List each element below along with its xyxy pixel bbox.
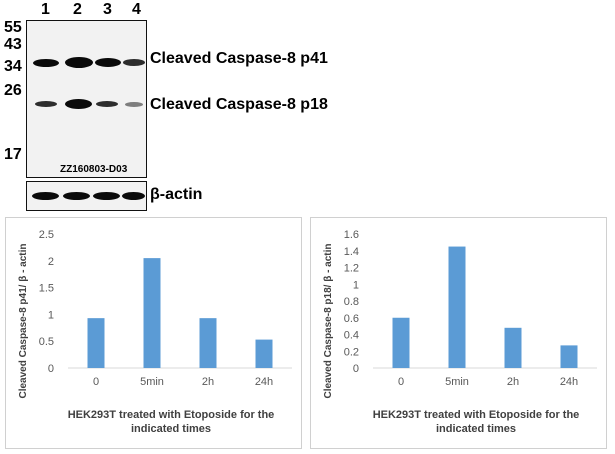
y-tick-label: 1.2 [344,263,359,275]
bar-24h [255,339,273,368]
bar-chart-p18: 0 0.2 0.4 0.6 0.8 1 1.2 1.4 1.6 0 5min 2h 24h Cleaved… [323,229,597,435]
x-axis-label: HEK293T treated with Etoposide for the [68,409,275,421]
bar-5min [143,258,161,368]
bar-chart-p41: 0 0.5 1 1.5 2 2.5 0 5min 2h 24h Cleaved Caspase-8 … [18,229,292,435]
mw-marker-26: 26 [4,82,22,99]
mw-marker-55: 55 [4,19,22,36]
band-p18-lane2 [65,99,92,109]
y-tick-label: 0 [353,363,359,375]
y-tick-label: 0.8 [344,296,359,308]
y-tick-label: 2 [48,256,54,268]
mw-marker-17: 17 [4,146,22,163]
band-actin-lane3 [93,192,120,200]
x-tick-label: 5min [140,376,164,388]
band-p18-lane4 [125,102,143,107]
x-tick-label: 24h [255,376,273,388]
chart-panel-p18: 0 0.2 0.4 0.6 0.8 1 1.2 1.4 1.6 0 5min 2h 24h Cleaved… [310,217,607,449]
x-axis-label: indicated times [131,423,211,435]
band-p41-lane3 [95,58,121,67]
label-beta-actin: β-actin [150,186,203,203]
bar-2h [504,327,522,368]
x-tick-label: 0 [93,376,99,388]
y-tick-label: 1 [353,279,359,291]
actin-blot-image [26,181,147,211]
lane-number-1: 1 [41,1,50,18]
x-tick-label: 5min [445,376,469,388]
bar-0 [87,318,105,368]
band-p18-lane3 [96,101,118,107]
band-actin-lane4 [122,192,145,200]
lane-number-3: 3 [103,1,112,18]
blot-id-label: ZZ160803-D03 [60,164,128,175]
y-tick-label: 0.5 [39,336,54,348]
lane-number-2: 2 [73,1,82,18]
y-axis-label: Cleaved Caspase-8 p41/ β - actin [18,243,29,398]
y-tick-label: 1 [48,309,54,321]
y-tick-label: 0.6 [344,313,359,325]
band-p41-lane1 [33,59,59,67]
label-cleaved-caspase8-p18: Cleaved Caspase-8 p18 [150,96,328,113]
lane-number-4: 4 [132,1,141,18]
y-tick-label: 2.5 [39,229,54,241]
y-tick-label: 0.4 [344,330,359,342]
chart-panel-p41: 0 0.5 1 1.5 2 2.5 0 5min 2h 24h Cleaved Caspase-8 … [5,217,302,449]
bar-5min [448,246,466,368]
mw-marker-43: 43 [4,36,22,53]
band-p41-lane4 [123,59,145,66]
band-actin-lane1 [32,192,59,200]
x-axis-label: indicated times [436,423,516,435]
label-cleaved-caspase8-p41: Cleaved Caspase-8 p41 [150,50,328,67]
bar-24h [560,345,578,368]
mw-marker-34: 34 [4,58,22,75]
y-tick-label: 1.4 [344,246,359,258]
x-tick-label: 2h [507,376,519,388]
y-tick-label: 1.6 [344,229,359,241]
band-actin-lane2 [63,192,90,200]
x-tick-label: 2h [202,376,214,388]
x-tick-label: 0 [398,376,404,388]
bar-0 [392,317,410,368]
y-tick-label: 1.5 [39,283,54,295]
band-p41-lane2 [65,57,93,68]
y-axis-label: Cleaved Caspase-8 p18/ β - actin [323,243,334,398]
y-tick-label: 0 [48,363,54,375]
western-blot-image: ZZ160803-D03 [26,20,147,178]
bar-2h [199,318,217,368]
y-tick-label: 0.2 [344,346,359,358]
x-axis-label: HEK293T treated with Etoposide for the [373,409,580,421]
band-p18-lane1 [35,101,57,107]
x-tick-label: 24h [560,376,578,388]
